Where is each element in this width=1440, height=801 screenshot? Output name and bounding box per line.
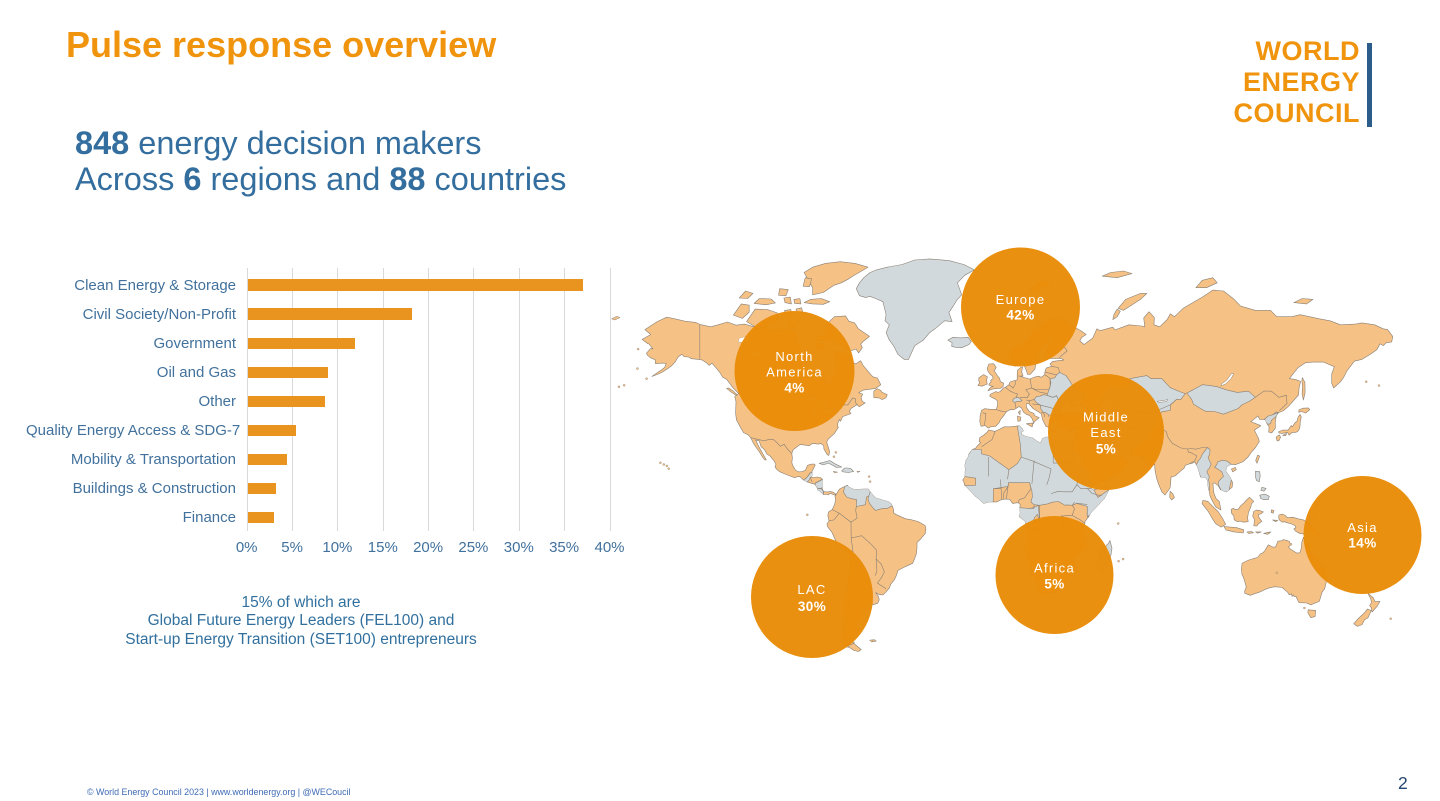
svg-text:Middle: Middle — [1083, 410, 1129, 425]
svg-text:North: North — [775, 349, 813, 364]
svg-text:14%: 14% — [1348, 536, 1376, 551]
svg-text:5%: 5% — [1096, 442, 1116, 457]
svg-text:America: America — [766, 364, 823, 379]
svg-text:Asia: Asia — [1347, 520, 1378, 535]
svg-text:East: East — [1090, 425, 1121, 440]
svg-text:42%: 42% — [1006, 308, 1034, 323]
svg-text:Africa: Africa — [1034, 561, 1075, 576]
svg-text:30%: 30% — [798, 599, 826, 614]
svg-text:4%: 4% — [784, 380, 804, 395]
svg-text:5%: 5% — [1044, 577, 1064, 592]
svg-text:Europe: Europe — [996, 292, 1046, 307]
svg-text:LAC: LAC — [797, 582, 826, 597]
